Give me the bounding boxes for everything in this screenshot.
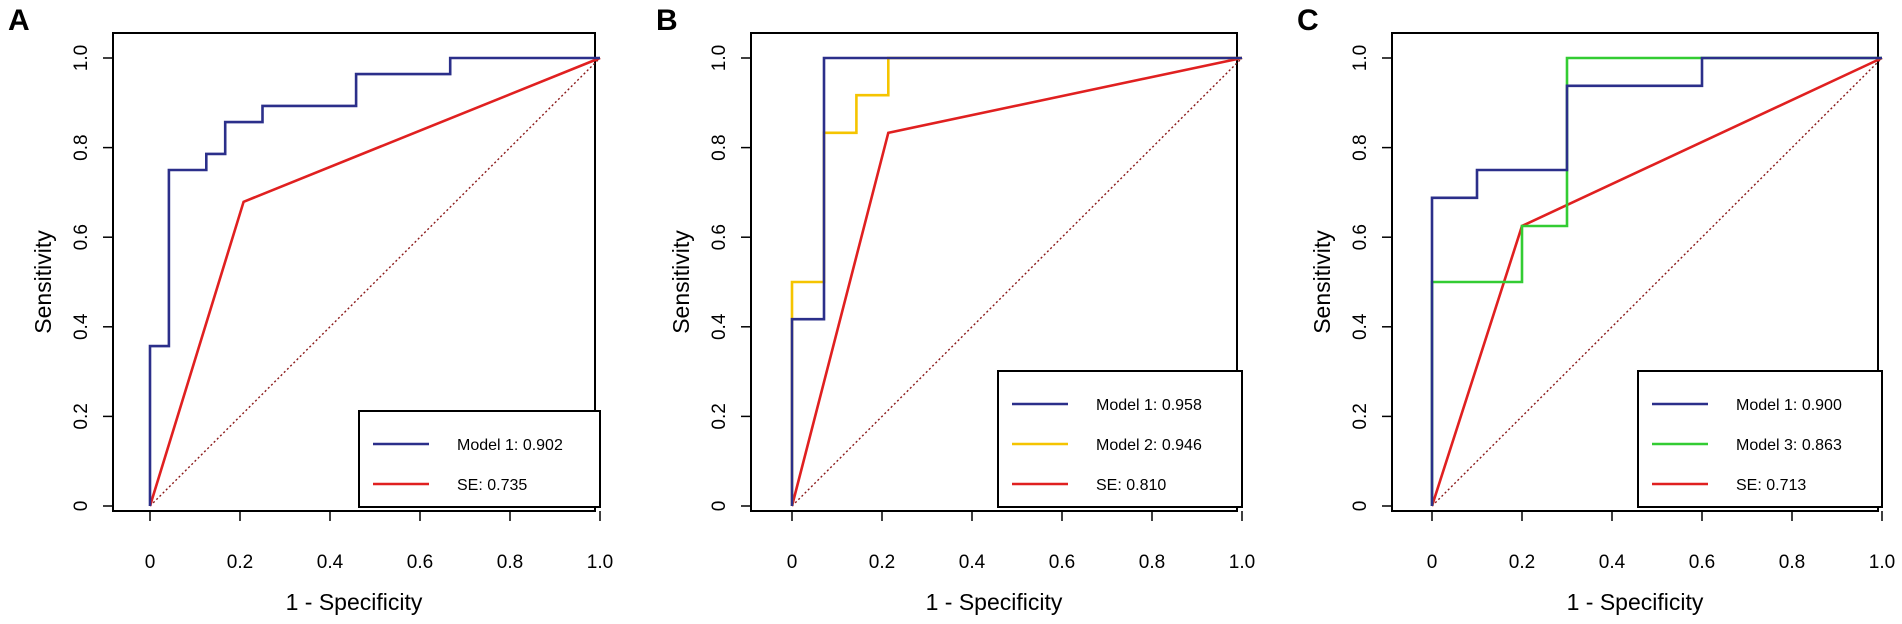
y-tick-label: 0.6 bbox=[709, 224, 730, 250]
roc-panel-a: A 0 0.2 0.4 0.6 0.8 1.0 0 0.2 0.4 0.6 0.8 1.0 1 - Spe… bbox=[8, 4, 613, 615]
legend-box bbox=[358, 410, 601, 508]
x-axis-title: 1 - Specificity bbox=[1567, 589, 1704, 615]
roc-curve-model-1 bbox=[148, 56, 600, 506]
roc-curve-se bbox=[790, 56, 1243, 507]
y-tick-label: 0.6 bbox=[1350, 224, 1371, 250]
y-tick-label: 1.0 bbox=[1350, 45, 1371, 71]
x-tick-label: 0 bbox=[787, 552, 798, 573]
x-tick-label: 0.8 bbox=[497, 552, 523, 573]
panel-label: C bbox=[1297, 4, 1319, 37]
roc-panel-c: C 0 0.2 0.4 0.6 0.8 1.0 0 0.2 0.4 0.6 0.8 1.0 1 - Spe… bbox=[1297, 4, 1895, 615]
y-axis-title: Sensitivity bbox=[30, 230, 56, 334]
y-tick-label: 1.0 bbox=[709, 45, 730, 71]
x-tick-label: 0.8 bbox=[1139, 552, 1165, 573]
x-tick-label: 0.4 bbox=[959, 552, 986, 573]
roc-panel-b: B 0 0.2 0.4 0.6 0.8 1.0 0 0.2 0.4 0.6 0.8 1.0 1 - Spe… bbox=[656, 4, 1255, 615]
y-tick-label: 0.2 bbox=[1350, 403, 1371, 429]
legend-label: Model 1: 0.900 bbox=[1736, 397, 1842, 414]
legend-label: Model 1: 0.958 bbox=[1096, 397, 1202, 414]
x-tick-label: 0.2 bbox=[1509, 552, 1535, 573]
x-tick-label: 1.0 bbox=[1229, 552, 1255, 573]
panel-label: B bbox=[656, 4, 678, 37]
x-tick-label: 0 bbox=[1427, 552, 1438, 573]
roc-curve-model-1 bbox=[1430, 56, 1882, 506]
plot-frame bbox=[750, 32, 1238, 512]
x-tick-label: 0.6 bbox=[1689, 552, 1715, 573]
x-axis-title: 1 - Specificity bbox=[926, 589, 1063, 615]
legend-label: Model 3: 0.863 bbox=[1736, 437, 1842, 454]
roc-curve-model-1 bbox=[790, 56, 1242, 506]
x-axis-title: 1 - Specificity bbox=[286, 589, 423, 615]
y-tick-label: 0.4 bbox=[1350, 313, 1371, 340]
x-tick-label: 0.6 bbox=[407, 552, 433, 573]
y-tick-label: 0.8 bbox=[71, 134, 92, 160]
x-tick-label: 0.2 bbox=[869, 552, 895, 573]
x-tick-label: 0.4 bbox=[317, 552, 344, 573]
y-tick-label: 0.4 bbox=[709, 313, 730, 340]
y-tick-label: 1.0 bbox=[71, 45, 92, 71]
legend-label: SE: 0.810 bbox=[1096, 477, 1166, 494]
y-axis-title: Sensitivity bbox=[668, 230, 694, 334]
y-tick-label: 0.8 bbox=[709, 134, 730, 160]
legend-label: SE: 0.713 bbox=[1736, 477, 1806, 494]
legend-label: SE: 0.735 bbox=[457, 477, 527, 494]
x-tick-label: 0 bbox=[145, 552, 156, 573]
x-tick-label: 1.0 bbox=[1869, 552, 1895, 573]
y-axis-title: Sensitivity bbox=[1309, 230, 1335, 334]
roc-curve-se bbox=[148, 56, 601, 507]
roc-curve-model-2 bbox=[790, 56, 1242, 506]
x-tick-label: 0.4 bbox=[1599, 552, 1626, 573]
plot-frame bbox=[1391, 32, 1879, 512]
y-tick-label: 0 bbox=[1350, 501, 1371, 512]
legend-label: Model 1: 0.902 bbox=[457, 437, 563, 454]
y-tick-label: 0 bbox=[709, 501, 730, 512]
y-tick-label: 0.6 bbox=[71, 224, 92, 250]
legend: Model 1: 0.958 Model 2: 0.946 SE: 0.810 bbox=[997, 370, 1243, 508]
y-tick-label: 0.8 bbox=[1350, 134, 1371, 160]
legend: Model 1: 0.900 Model 3: 0.863 SE: 0.713 bbox=[1637, 370, 1883, 508]
plot-frame bbox=[112, 32, 596, 512]
legend: Model 1: 0.902 SE: 0.735 bbox=[358, 410, 601, 508]
panel-label: A bbox=[8, 4, 30, 37]
x-tick-label: 0.8 bbox=[1779, 552, 1805, 573]
y-tick-label: 0.2 bbox=[709, 403, 730, 429]
y-tick-label: 0.4 bbox=[71, 313, 92, 340]
x-tick-label: 1.0 bbox=[587, 552, 613, 573]
y-tick-label: 0.2 bbox=[71, 403, 92, 429]
x-tick-label: 0.2 bbox=[227, 552, 253, 573]
y-tick-label: 0 bbox=[71, 501, 92, 512]
legend-label: Model 2: 0.946 bbox=[1096, 437, 1202, 454]
x-tick-label: 0.6 bbox=[1049, 552, 1075, 573]
